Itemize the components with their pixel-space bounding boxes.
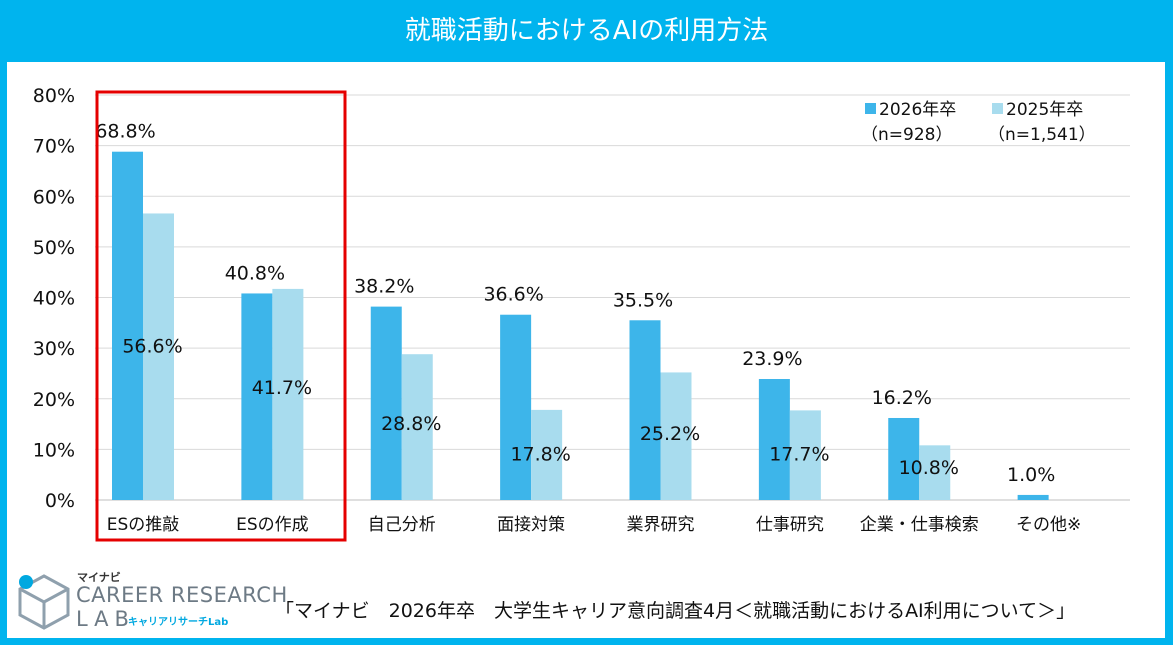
data-label-2025: 17.8% — [510, 443, 570, 465]
data-label-2025: 25.2% — [640, 423, 700, 445]
legend-swatch-2025 — [992, 103, 1003, 114]
category-label: ESの作成 — [236, 515, 309, 535]
data-label-2026: 38.2% — [354, 276, 414, 298]
bar-chart: 0% 10% 20% 30% 40% 50% 60% 70% 80% 68.8% 56.6% ESの推… — [33, 85, 1130, 542]
bar-2026 — [888, 417, 920, 500]
data-label-2025: 56.6% — [122, 335, 182, 357]
data-label-2026: 36.6% — [483, 284, 543, 306]
y-tick-label: 0% — [45, 490, 75, 512]
legend-sample-size: （n=928） — [861, 125, 952, 145]
y-tick-label: 60% — [33, 186, 75, 208]
career-research-lab-logo — [18, 574, 70, 630]
data-label-2025: 10.8% — [899, 457, 959, 479]
category-label: ESの推敲 — [107, 515, 180, 535]
data-label-2026: 40.8% — [225, 262, 285, 284]
chart-panel: 0% 10% 20% 30% 40% 50% 60% 70% 80% 68.8% 56.6% ESの推… — [7, 62, 1165, 638]
data-label-2026: 23.9% — [742, 348, 802, 370]
bar-2025 — [660, 372, 692, 500]
bar-2025 — [143, 213, 174, 500]
category-label: 企業・仕事検索 — [860, 515, 979, 535]
category-label: その他※ — [1016, 515, 1081, 535]
y-tick-label: 10% — [33, 439, 75, 461]
y-tick-label: 40% — [33, 288, 75, 310]
data-label-2026: 68.8% — [95, 121, 155, 143]
logo-line2: LAB — [76, 607, 135, 631]
logo-brand: マイナビ — [77, 571, 121, 584]
y-tick-label: 30% — [33, 338, 75, 360]
bar-2026 — [241, 293, 273, 500]
bar-2025 — [531, 409, 563, 500]
legend-swatch-2026 — [865, 103, 876, 114]
chart-title: 就職活動におけるAIの利用方法 — [404, 16, 769, 46]
data-label-2026: 1.0% — [1007, 464, 1055, 486]
bar-2026 — [112, 151, 143, 500]
bar-2026 — [370, 306, 402, 500]
y-tick-label: 70% — [33, 136, 75, 158]
y-tick-label: 20% — [33, 389, 75, 411]
bar-2025 — [789, 410, 821, 500]
bar-2026 — [629, 320, 661, 500]
y-tick-label: 50% — [33, 237, 75, 259]
y-tick-label: 80% — [33, 85, 75, 107]
category-label: 自己分析 — [368, 515, 436, 535]
legend-series-name: 2026年卒 — [879, 100, 956, 120]
bar-2025 — [919, 445, 951, 500]
source-note: 「マイナビ 2026年卒 大学生キャリア意向調査4月＜就職活動におけるAI利用に… — [275, 600, 1076, 622]
data-label-2026: 35.5% — [613, 289, 673, 311]
bar-2025 — [272, 288, 304, 500]
bar-2026 — [500, 314, 532, 500]
highlight-box — [95, 90, 347, 542]
logo-sub: キャリアリサーチLab — [128, 617, 229, 628]
legend-sample-size: （n=1,541） — [988, 125, 1096, 145]
logo-line1: CAREER RESEARCH — [76, 583, 288, 607]
legend-series-name: 2025年卒 — [1006, 100, 1083, 120]
data-label-2025: 41.7% — [252, 377, 312, 399]
bar-2026 — [758, 379, 790, 500]
category-label: 面接対策 — [497, 515, 565, 535]
data-label-2025: 17.7% — [769, 444, 829, 466]
data-label-2026: 16.2% — [872, 387, 932, 409]
bar-2025 — [401, 354, 433, 500]
category-label: 業界研究 — [627, 515, 695, 535]
bar-2026 — [1017, 494, 1049, 500]
data-label-2025: 28.8% — [381, 413, 441, 435]
category-label: 仕事研究 — [756, 515, 824, 535]
